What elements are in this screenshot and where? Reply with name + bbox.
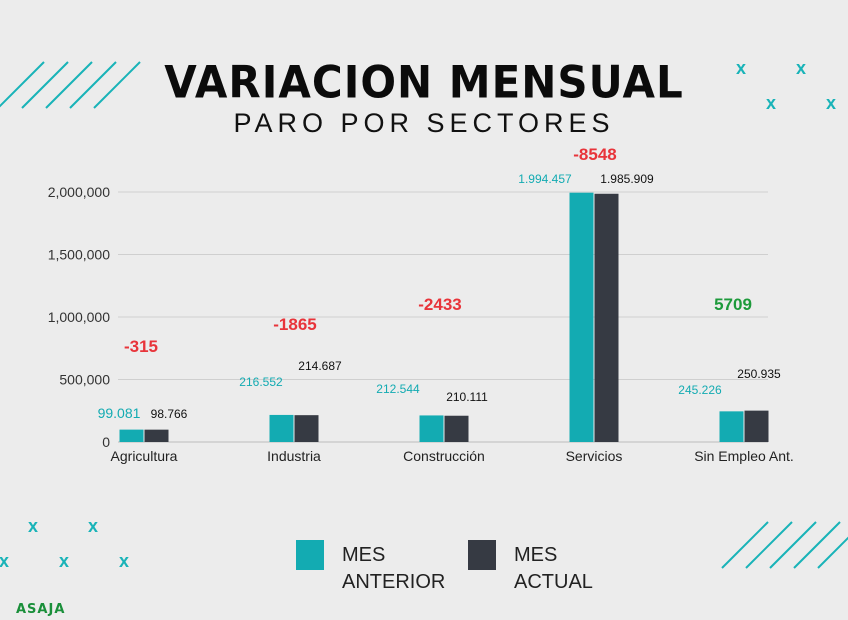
asaja-logo: ASAJA [16,602,66,617]
variation-label: -8548 [573,145,616,164]
bar-mes-anterior [719,411,744,442]
decor-cross-icon: x [826,93,836,113]
chart-subtitle: PARO POR SECTORES [233,108,615,138]
legend-label-line: MES [342,544,386,566]
data-label-mes-actual: 214.687 [298,359,342,373]
decoration: x xx xx xx x x [0,58,848,571]
data-label-mes-anterior: 216.552 [239,375,283,389]
legend-label: MES ACTUAL [514,540,624,596]
bar-mes-actual [594,193,619,442]
x-tick-label: Agricultura [111,448,178,464]
legend-label-line: ANTERIOR [342,571,446,593]
decor-cross-icon: x [28,516,38,536]
legend-item-mes-actual: MES ACTUAL [468,540,624,596]
decor-cross-icon: x [766,93,776,113]
decor-stripe [93,61,141,109]
x-tick-label: Construcción [403,448,485,464]
bar-mes-anterior [269,414,294,442]
decor-cross-icon: x [119,551,129,571]
bar-mes-anterior [569,192,594,442]
y-tick-label: 2,000,000 [48,184,110,200]
x-tick-label: Industria [267,448,321,464]
chart-title: VARIACION MENSUAL [164,56,684,109]
legend-label: MES ANTERIOR [342,540,452,596]
data-label-mes-actual: 250.935 [737,367,781,381]
decor-stripe [721,521,769,569]
bar-mes-anterior [419,415,444,442]
data-label-mes-actual: 210.111 [446,390,488,404]
variation-label: -1865 [273,315,316,334]
decor-stripe [793,521,841,569]
legend-label-line: MES [514,544,558,566]
y-tick-label: 500,000 [59,372,110,388]
legend-item-mes-anterior: MES ANTERIOR [296,540,452,596]
bar-mes-actual [294,415,319,442]
data-label-mes-anterior: 1.994.457 [518,172,572,186]
x-tick-label: Servicios [566,448,623,464]
y-tick-label: 0 [102,434,110,450]
bar-mes-actual [744,410,769,442]
bar-mes-actual [444,415,469,442]
variation-label: -2433 [418,295,461,314]
decor-stripe [817,536,848,569]
decor-cross-icon: x [796,58,806,78]
data-label-mes-anterior: 212.544 [376,382,420,396]
data-label-mes-anterior: 245.226 [678,383,722,397]
variation-label: -315 [124,337,158,356]
decor-stripe [0,61,45,108]
decor-cross-icon: x [0,551,9,571]
decor-stripe [745,521,793,569]
x-tick-label: Sin Empleo Ant. [694,448,794,464]
decor-stripe [21,61,69,109]
bar-mes-anterior [119,429,144,442]
bar-mes-actual [144,429,169,442]
decor-stripe [69,61,117,109]
decor-cross-icon: x [736,58,746,78]
y-tick-label: 1,500,000 [48,247,110,263]
legend-swatch [296,540,324,570]
variation-label: 5709 [714,295,752,314]
decor-cross-icon: x [59,551,69,571]
data-label-mes-actual: 1.985.909 [600,172,654,186]
y-tick-label: 1,000,000 [48,309,110,325]
chart-grid: 0 500,000 1,000,000 1,500,000 2,000,000 [48,184,768,450]
data-label-mes-actual: 98.766 [151,407,188,421]
decor-stripe [45,61,93,109]
data-label-mes-anterior: 99.081 [98,405,141,421]
decor-cross-icon: x [88,516,98,536]
legend-label-line: ACTUAL [514,571,593,593]
chart-bars [119,192,769,442]
legend-swatch [468,540,496,570]
decor-stripe [769,521,817,569]
chart-labels: Agricultura Industria Construcción Servicio… [98,145,794,464]
